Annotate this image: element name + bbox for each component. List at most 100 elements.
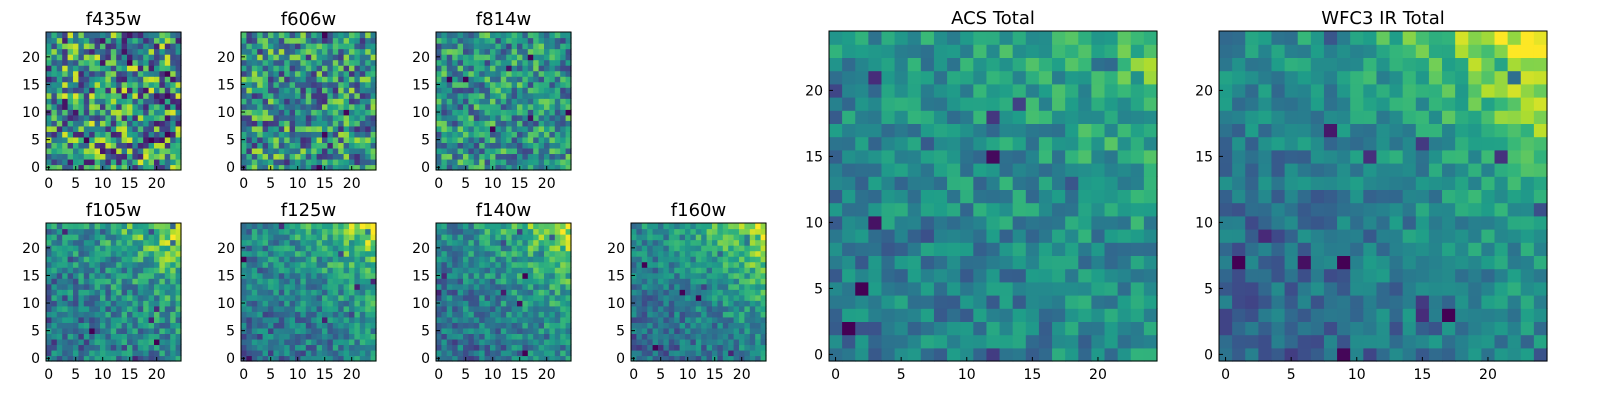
heatmap-cell xyxy=(73,333,79,340)
heatmap-cell xyxy=(560,70,567,77)
heatmap-cell xyxy=(110,153,117,160)
heatmap-cell xyxy=(522,223,529,230)
heatmap-cell xyxy=(100,278,106,285)
heatmap-cell xyxy=(343,261,350,268)
heatmap-cell xyxy=(544,81,550,88)
heatmap-cell xyxy=(565,142,572,149)
heatmap-cell xyxy=(479,305,486,312)
heatmap-cell xyxy=(316,65,323,72)
heatmap-cell xyxy=(894,136,909,151)
heatmap-cell xyxy=(132,103,139,110)
heatmap-cell xyxy=(549,92,556,99)
heatmap-cell xyxy=(500,59,507,66)
heatmap-cell xyxy=(354,272,361,279)
heatmap-cell xyxy=(500,278,507,285)
heatmap-cell xyxy=(631,289,637,296)
heatmap-cell xyxy=(829,347,843,362)
heatmap-cell xyxy=(262,48,269,55)
heatmap-cell xyxy=(300,43,307,50)
heatmap-cell xyxy=(560,300,567,307)
heatmap-cell xyxy=(549,164,556,171)
heatmap-cell xyxy=(441,103,448,110)
heatmap-cell xyxy=(549,228,556,235)
heatmap-cell xyxy=(370,109,377,116)
heatmap-cell xyxy=(631,305,637,312)
heatmap-cell xyxy=(728,311,735,318)
heatmap-cell xyxy=(327,164,334,171)
heatmap-cell xyxy=(110,92,117,99)
heatmap-cell xyxy=(527,322,534,329)
y-tick-label: 5 xyxy=(421,133,430,149)
heatmap-cell xyxy=(154,131,160,138)
heatmap-cell xyxy=(51,261,58,268)
heatmap-cell xyxy=(894,334,909,349)
heatmap-cell xyxy=(473,70,480,77)
heatmap-cell xyxy=(690,272,697,279)
heatmap-cell xyxy=(1025,242,1040,256)
heatmap-cell xyxy=(829,163,843,177)
heatmap-cell xyxy=(62,289,69,296)
y-tick-label: 15 xyxy=(607,268,625,284)
heatmap-cell xyxy=(94,300,101,307)
heatmap-cell xyxy=(257,228,264,235)
heatmap-cell xyxy=(479,256,486,263)
heatmap-cell xyxy=(164,338,171,346)
heatmap-cell xyxy=(685,278,691,285)
heatmap-cell xyxy=(121,300,128,307)
heatmap-cell xyxy=(73,278,79,285)
heatmap-cell xyxy=(544,327,550,334)
heatmap-cell xyxy=(105,278,112,285)
heatmap-cell xyxy=(842,295,856,309)
heatmap-cell xyxy=(311,239,318,246)
heatmap-cell xyxy=(289,250,296,257)
heatmap-cell xyxy=(164,344,171,351)
heatmap-cell xyxy=(83,109,90,116)
heatmap-cell xyxy=(473,344,480,351)
heatmap-cell xyxy=(446,245,453,252)
heatmap-cell xyxy=(51,103,58,110)
heatmap-cell xyxy=(479,32,486,39)
heatmap-cells xyxy=(241,223,377,362)
heatmap-cell xyxy=(127,98,133,105)
heatmap-cell xyxy=(78,272,85,279)
heatmap-cell xyxy=(652,349,659,357)
panel-title: f435w xyxy=(86,9,141,30)
heatmap-cell xyxy=(295,48,301,55)
heatmap-cell xyxy=(473,267,480,274)
heatmap-cell xyxy=(300,103,307,110)
heatmap-cell xyxy=(273,261,280,268)
heatmap-cell xyxy=(289,322,296,329)
heatmap-cell xyxy=(484,131,491,138)
heatmap-cell xyxy=(289,338,296,346)
heatmap-cell xyxy=(62,344,69,351)
heatmap-cell xyxy=(316,37,323,44)
heatmap-cell xyxy=(739,239,745,246)
heatmap-cell xyxy=(278,98,285,105)
heatmap-cell xyxy=(436,250,442,257)
heatmap-cell xyxy=(441,256,448,263)
heatmap-cell xyxy=(143,234,150,241)
heatmap-cell xyxy=(495,147,502,155)
heatmap-cell xyxy=(706,311,713,318)
heatmap-cell xyxy=(565,349,572,357)
heatmap-cell xyxy=(947,255,961,270)
heatmap-cell xyxy=(305,65,312,72)
heatmap-cell xyxy=(127,256,133,263)
heatmap-cell xyxy=(500,37,507,44)
heatmap-cell xyxy=(110,261,117,268)
heatmap-cell xyxy=(933,229,948,243)
heatmap-cell xyxy=(359,261,366,268)
heatmap-cell xyxy=(511,153,518,160)
heatmap-cell xyxy=(894,229,909,243)
heatmap-cell xyxy=(262,333,269,340)
heatmap-cell xyxy=(652,327,659,334)
heatmap-cell xyxy=(881,136,896,151)
heatmap-cell xyxy=(706,349,713,357)
heatmap-cell xyxy=(733,355,740,362)
heatmap-cell xyxy=(907,255,922,270)
heatmap-cell xyxy=(132,355,139,362)
heatmap-cell xyxy=(116,48,123,55)
heatmap-cell xyxy=(268,239,274,246)
heatmap-cell xyxy=(73,136,79,143)
heatmap-cell xyxy=(484,344,491,351)
